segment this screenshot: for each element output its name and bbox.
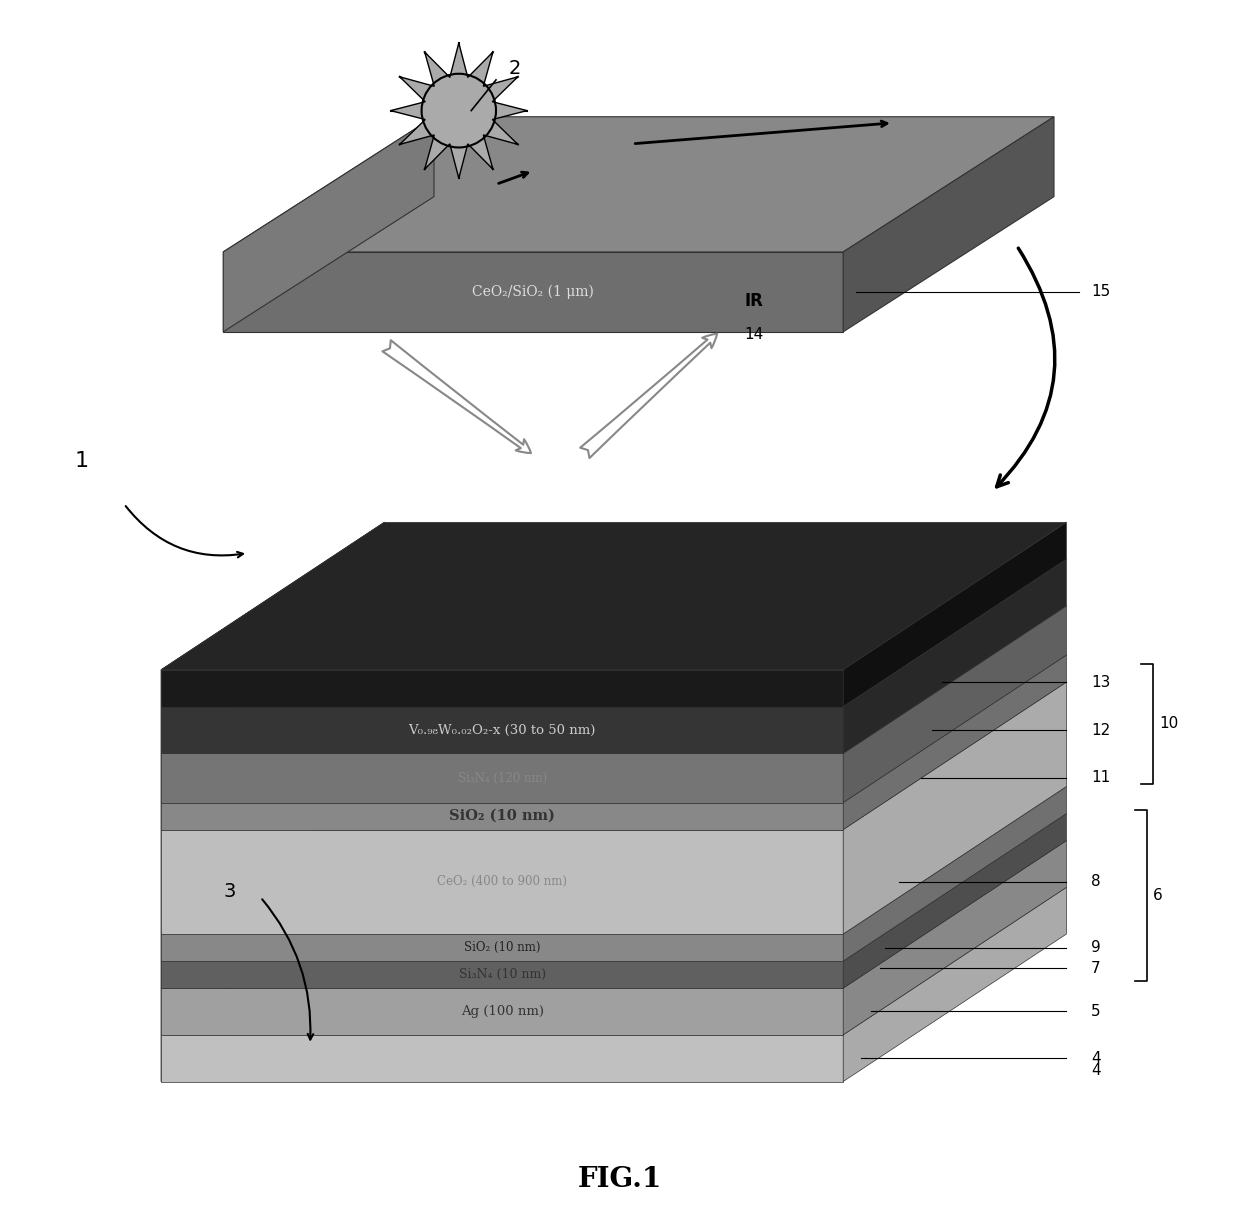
Text: 13: 13: [1091, 675, 1111, 689]
Polygon shape: [161, 887, 1066, 1035]
Text: V₀.₉₈W₀.₀₂O₂-x (30 to 50 nm): V₀.₉₈W₀.₀₂O₂-x (30 to 50 nm): [408, 724, 596, 736]
Text: 12: 12: [1091, 723, 1111, 737]
Polygon shape: [161, 1035, 843, 1082]
Polygon shape: [161, 814, 1066, 961]
Polygon shape: [843, 887, 1066, 1082]
Polygon shape: [161, 814, 384, 988]
Polygon shape: [161, 787, 384, 961]
Text: Si₃N₄ (120 nm): Si₃N₄ (120 nm): [458, 772, 547, 784]
Polygon shape: [161, 655, 1066, 803]
Text: 10: 10: [1159, 717, 1179, 731]
Polygon shape: [223, 117, 434, 332]
Polygon shape: [843, 787, 1066, 961]
Text: 11: 11: [1091, 771, 1111, 785]
Polygon shape: [161, 988, 843, 1035]
Text: CeO₂ (400 to 900 nm): CeO₂ (400 to 900 nm): [438, 875, 567, 889]
Text: Si₃N₄ (10 nm): Si₃N₄ (10 nm): [459, 968, 546, 981]
Text: CeO₂/SiO₂ (1 μm): CeO₂/SiO₂ (1 μm): [472, 285, 594, 299]
Polygon shape: [161, 961, 843, 988]
Polygon shape: [161, 655, 384, 830]
Text: 4: 4: [1091, 1051, 1101, 1066]
Text: 4: 4: [1091, 1063, 1101, 1078]
Polygon shape: [161, 787, 1066, 934]
Polygon shape: [161, 606, 1066, 753]
Text: 1: 1: [74, 451, 88, 471]
Polygon shape: [161, 841, 1066, 988]
Polygon shape: [391, 43, 527, 178]
Polygon shape: [843, 841, 1066, 1035]
Polygon shape: [161, 522, 384, 707]
Text: 6: 6: [1153, 887, 1163, 903]
Polygon shape: [223, 252, 843, 332]
Polygon shape: [843, 117, 1054, 332]
Polygon shape: [161, 522, 1066, 670]
Polygon shape: [161, 522, 384, 1082]
Text: 2: 2: [508, 59, 521, 77]
Polygon shape: [161, 753, 843, 803]
Text: Ag (100 nm): Ag (100 nm): [461, 1005, 543, 1018]
Polygon shape: [161, 841, 384, 1035]
Polygon shape: [843, 559, 1066, 753]
Polygon shape: [843, 682, 1066, 934]
Polygon shape: [161, 830, 843, 934]
Polygon shape: [843, 814, 1066, 988]
Polygon shape: [161, 559, 1066, 707]
Text: FIG.1: FIG.1: [578, 1166, 662, 1193]
Polygon shape: [161, 682, 1066, 830]
Text: 14: 14: [744, 327, 764, 342]
Polygon shape: [161, 670, 843, 707]
Text: IR: IR: [744, 293, 763, 310]
Polygon shape: [161, 682, 384, 934]
Polygon shape: [161, 707, 843, 753]
Polygon shape: [161, 887, 384, 1082]
Text: 15: 15: [1091, 284, 1111, 300]
Polygon shape: [223, 117, 1054, 252]
Text: 7: 7: [1091, 961, 1101, 976]
Text: SiO₂ (10 nm): SiO₂ (10 nm): [449, 809, 556, 823]
Text: 9: 9: [1091, 940, 1101, 955]
Polygon shape: [161, 934, 843, 961]
Polygon shape: [843, 655, 1066, 830]
Polygon shape: [161, 559, 384, 753]
Text: 5: 5: [1091, 1004, 1101, 1019]
Polygon shape: [843, 522, 1066, 707]
Text: 8: 8: [1091, 874, 1101, 890]
Polygon shape: [161, 803, 843, 830]
Text: SiO₂ (10 nm): SiO₂ (10 nm): [464, 941, 541, 954]
Text: 3: 3: [223, 882, 236, 901]
Polygon shape: [161, 606, 384, 803]
Polygon shape: [843, 606, 1066, 803]
Circle shape: [422, 74, 496, 147]
